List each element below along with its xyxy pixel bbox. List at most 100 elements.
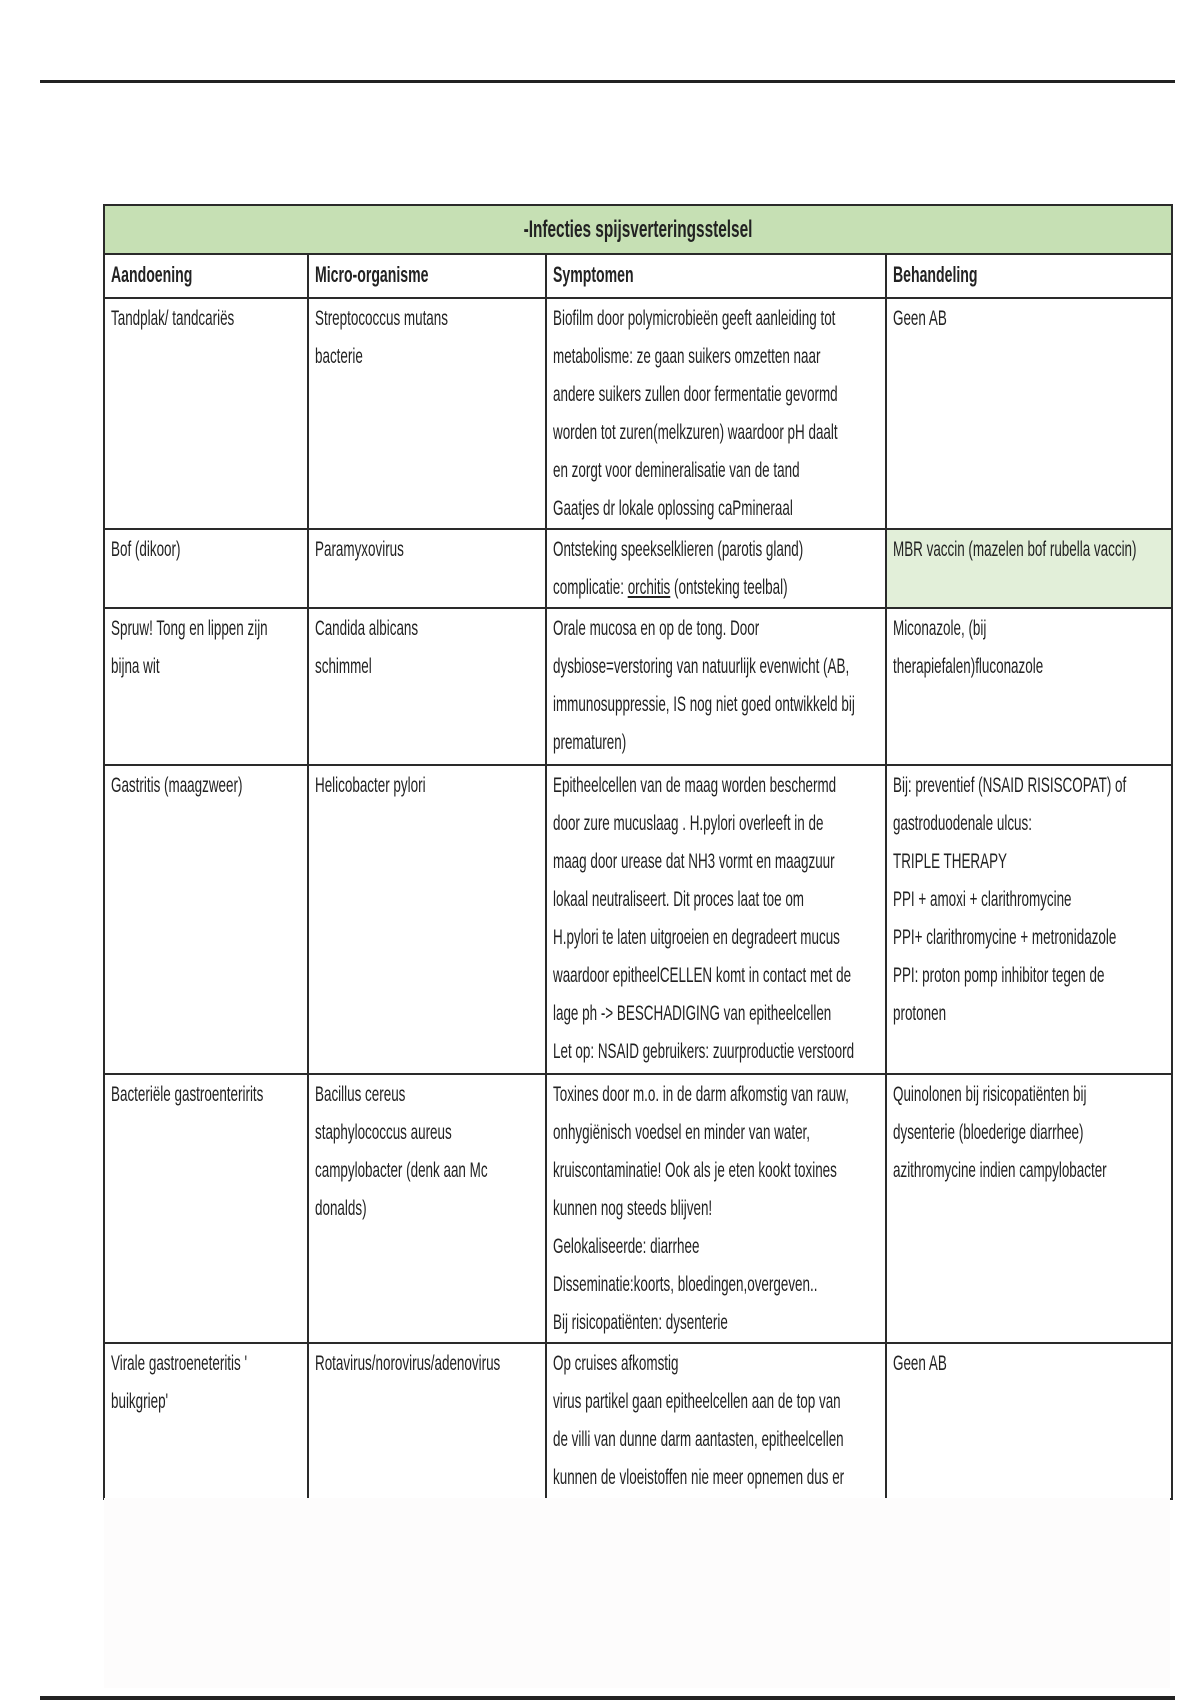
cell-line: prematuren) — [553, 731, 627, 754]
cell-line: Epitheelcellen van de maag worden besche… — [553, 774, 837, 797]
column-header-aandoening: Aandoening — [103, 253, 309, 299]
cell-line: Toxines door m.o. in de darm afkomstig v… — [553, 1083, 849, 1106]
cell-line: Tandplak/ tandcariës — [111, 307, 235, 330]
cell-line: Biofilm door polymicrobieën geeft aanlei… — [553, 307, 836, 330]
cell-line: protonen — [893, 1002, 947, 1025]
blank-area — [104, 1498, 1170, 1688]
table-row: Spruw! Tong en lippen zijn bijna wit Candi… — [103, 607, 1173, 766]
title-row: -Infecties spijsverteringsstelsel — [103, 204, 1173, 255]
cell-line: gastroduodenale ulcus: — [893, 812, 1032, 835]
cell-line: H.pylori te laten uitgroeien en degradee… — [553, 926, 840, 949]
cell-line: immunosuppressie, IS nog niet goed ontwi… — [553, 693, 855, 716]
table-row: Gastritis (maagzweer) Helicobacter pylori… — [103, 764, 1173, 1075]
cell-behandeling: Bij: preventief (NSAID RISISCOPAT) of gas… — [885, 764, 1173, 1075]
cell-line: lokaal neutraliseert. Dit proces laat to… — [553, 888, 805, 911]
cell-line: Bof (dikoor) — [111, 538, 181, 561]
cell-line: therapiefalen)fluconazole — [893, 655, 1044, 678]
cell-line: de villi van dunne darm aantasten, epith… — [553, 1428, 844, 1451]
table-row: Bacteriële gastroenteririts Bacillus cere… — [103, 1073, 1173, 1344]
cell-behandeling: Quinolonen bij risicopatiënten bij dysent… — [885, 1073, 1173, 1344]
table-row: Tandplak/ tandcariës Streptococcus mutans… — [103, 297, 1173, 530]
cell-symptomen: Biofilm door polymicrobieën geeft aanlei… — [545, 297, 887, 530]
header-label: Micro-organisme — [315, 262, 429, 287]
cell-line: PPI + amoxi + clarithromycine — [893, 888, 1072, 911]
cell-line: Op cruises afkomstig — [553, 1352, 679, 1375]
cell-line: kunnen de vloeistoffen nie meer opnemen … — [553, 1466, 845, 1489]
cell-line: waardoor epitheelCELLEN komt in contact … — [553, 964, 852, 987]
cell-symptomen: Op cruises afkomstig virus partikel gaan … — [545, 1342, 887, 1500]
cell-aandoening: Bacteriële gastroenteririts — [103, 1073, 309, 1344]
cell-line: Miconazole, (bij — [893, 617, 987, 640]
cell-line: azithromycine indien campylobacter — [893, 1159, 1107, 1182]
cell-line: maag door urease dat NH3 vormt en maagzu… — [553, 850, 835, 873]
cell-line: door zure mucuslaag . H.pylori overleeft… — [553, 812, 824, 835]
cell-micro-organisme: Streptococcus mutans bacterie — [307, 297, 547, 530]
cell-micro-organisme: Rotavirus/norovirus/adenovirus — [307, 1342, 547, 1500]
cell-line: PPI: proton pomp inhibitor tegen de — [893, 964, 1105, 987]
header-label: Aandoening — [111, 262, 193, 287]
cell-line: Bacteriële gastroenteririts — [111, 1083, 264, 1106]
cell-line: lage ph -> BESCHADIGING van epitheelcell… — [553, 1002, 832, 1025]
cell-line: schimmel — [315, 655, 372, 678]
column-header-micro-organisme: Micro-organisme — [307, 253, 547, 299]
cell-aandoening: Tandplak/ tandcariës — [103, 297, 309, 530]
cell-line: Candida albicans — [315, 617, 419, 640]
cell-behandeling: Geen AB — [885, 1342, 1173, 1500]
cell-aandoening: Gastritis (maagzweer) — [103, 764, 309, 1075]
cell-line: complicatie: orchitis (ontsteking teelba… — [553, 569, 884, 606]
cell-line: donalds) — [315, 1197, 367, 1220]
cell-line: Helicobacter pylori — [315, 774, 426, 797]
cell-line: virus partikel gaan epitheelcellen aan d… — [553, 1390, 841, 1413]
header-rule — [40, 80, 1175, 83]
cell-aandoening: Virale gastroeneteritis ' buikgriep' — [103, 1342, 309, 1500]
cell-line: Streptococcus mutans — [315, 307, 448, 330]
cell-line: metabolisme: ze gaan suikers omzetten na… — [553, 345, 821, 368]
cell-line: Rotavirus/norovirus/adenovirus — [315, 1352, 501, 1375]
cell-line: dysenterie (bloederige diarrhee) — [893, 1121, 1084, 1144]
cell-aandoening: Bof (dikoor) — [103, 528, 309, 609]
cell-line: Ontsteking speekselklieren (parotis glan… — [553, 538, 804, 561]
cell-line: MBR vaccin (mazelen bof rubella vaccin) — [893, 538, 1137, 561]
column-header-behandeling: Behandeling — [885, 253, 1173, 299]
cell-line: Geen AB — [893, 307, 947, 330]
footer-rule — [40, 1696, 1175, 1700]
cell-line: Spruw! Tong en lippen zijn — [111, 617, 268, 640]
cell-line: Bij: preventief (NSAID RISISCOPAT) of — [893, 774, 1127, 797]
cell-aandoening: Spruw! Tong en lippen zijn bijna wit — [103, 607, 309, 766]
cell-line: worden tot zuren(melkzuren) waardoor pH … — [553, 421, 838, 444]
cell-line: TRIPLE THERAPY — [893, 850, 1008, 873]
cell-line: andere suikers zullen door fermentatie g… — [553, 383, 838, 406]
cell-line: Gaatjes dr lokale oplossing caPmineraal — [553, 497, 793, 520]
cell-line: Orale mucosa en op de tong. Door — [553, 617, 760, 640]
cell-line: Gelokaliseerde: diarrhee — [553, 1235, 700, 1258]
cell-line: Paramyxovirus — [315, 538, 404, 561]
column-header-symptomen: Symptomen — [545, 253, 887, 299]
table-body: Tandplak/ tandcariës Streptococcus mutans… — [103, 297, 1173, 1500]
cell-line: en zorgt voor demineralisatie van de tan… — [553, 459, 800, 482]
cell-line: Bij risicopatiënten: dysenterie — [553, 1311, 728, 1334]
text-segment: (ontsteking teelbal) — [670, 576, 788, 599]
cell-line: staphylococcus aureus — [315, 1121, 452, 1144]
cell-symptomen: Epitheelcellen van de maag worden besche… — [545, 764, 887, 1075]
cell-line: onhygiënisch voedsel en minder van water… — [553, 1121, 811, 1144]
cell-line: Disseminatie:koorts, bloedingen,overgeve… — [553, 1273, 818, 1296]
cell-line: dysbiose=verstoring van natuurlijk evenw… — [553, 655, 850, 678]
underlined-term: orchitis — [627, 576, 671, 599]
cell-line: campylobacter (denk aan Mc — [315, 1159, 488, 1182]
header-label: Symptomen — [553, 262, 634, 287]
cell-behandeling: Geen AB — [885, 297, 1173, 530]
cell-symptomen: Toxines door m.o. in de darm afkomstig v… — [545, 1073, 887, 1344]
cell-line: Virale gastroeneteritis ' — [111, 1352, 248, 1375]
text-segment: complicatie: — [553, 576, 628, 599]
header-label: Behandeling — [893, 262, 978, 287]
cell-line: Gastritis (maagzweer) — [111, 774, 243, 797]
table-title-cell: -Infecties spijsverteringsstelsel — [103, 204, 1173, 255]
cell-micro-organisme: Paramyxovirus — [307, 528, 547, 609]
table-row: Bof (dikoor) Paramyxovirus Ontsteking spee… — [103, 528, 1173, 609]
cell-behandeling: MBR vaccin (mazelen bof rubella vaccin) — [885, 528, 1173, 609]
cell-line: PPI+ clarithromycine + metronidazole — [893, 926, 1117, 949]
cell-line: Quinolonen bij risicopatiënten bij — [893, 1083, 1087, 1106]
table-title: -Infecties spijsverteringsstelsel — [523, 215, 753, 243]
cell-line: bijna wit — [111, 655, 160, 678]
cell-line: Let op: NSAID gebruikers: zuurproductie … — [553, 1040, 855, 1063]
